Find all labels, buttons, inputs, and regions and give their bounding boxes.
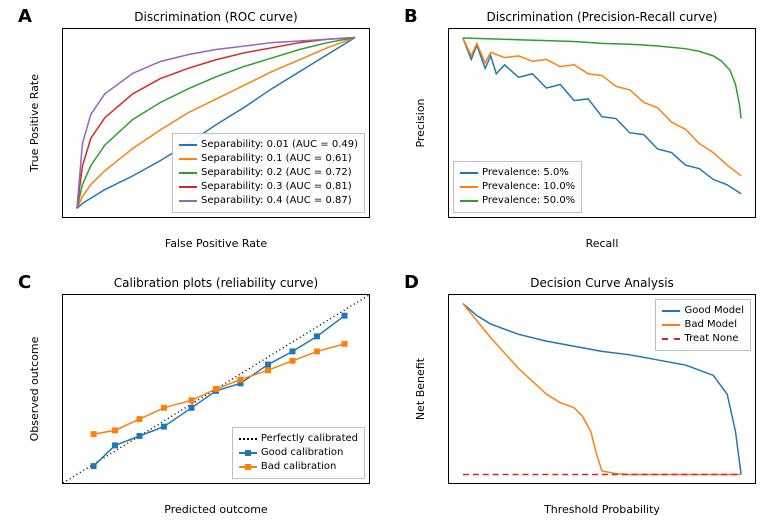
legend-label: Bad calibration [261,460,336,474]
panel-b-xlabel: Recall [448,237,756,250]
panel-d-xlabel: Threshold Probability [448,503,756,516]
panel-a-xlabel: False Positive Rate [62,237,370,250]
legend-swatch [179,186,197,188]
legend-swatch [239,463,257,471]
legend-row: Prevalence: 5.0% [460,166,575,180]
legend-row: Separability: 0.4 (AUC = 0.87) [179,194,358,208]
legend-swatch [662,310,680,312]
panel-a-letter: A [18,6,32,27]
legend-label: Separability: 0.4 (AUC = 0.87) [201,194,352,208]
legend-label: Separability: 0.1 (AUC = 0.61) [201,152,352,166]
panel-c-legend: Perfectly calibratedGood calibrationBad … [232,427,365,479]
legend-row: Bad Model [662,318,744,332]
legend-row: Treat None [662,332,744,346]
legend-label: Prevalence: 5.0% [482,166,569,180]
legend-label: Perfectly calibrated [261,432,358,446]
legend-row: Perfectly calibrated [239,432,358,446]
legend-row: Prevalence: 10.0% [460,180,575,194]
legend-swatch [460,200,478,202]
panel-a-title: Discrimination (ROC curve) [62,10,370,24]
legend-swatch [239,449,257,457]
panel-d-title: Decision Curve Analysis [448,276,756,290]
legend-label: Separability: 0.3 (AUC = 0.81) [201,180,352,194]
legend-label: Bad Model [684,318,737,332]
panel-d-plot: Good ModelBad ModelTreat None 0.00.20.40… [448,294,756,484]
legend-label: Separability: 0.01 (AUC = 0.49) [201,138,358,152]
legend-row: Bad calibration [239,460,358,474]
legend-swatch [179,144,197,146]
panel-c-ylabel: Observed outcome [28,294,41,484]
panel-b-plot: Prevalence: 5.0%Prevalence: 10.0%Prevale… [448,28,756,218]
panel-c: Calibration plots (reliability curve) Pr… [62,294,370,484]
legend-row: Separability: 0.2 (AUC = 0.72) [179,166,358,180]
legend-label: Treat None [684,332,738,346]
panel-c-xlabel: Predicted outcome [62,503,370,516]
panel-b-legend: Prevalence: 5.0%Prevalence: 10.0%Prevale… [453,161,582,213]
panel-b-ylabel: Precision [414,28,427,218]
legend-swatch [179,200,197,202]
panel-a-ylabel: True Positive Rate [28,28,41,218]
panel-c-title: Calibration plots (reliability curve) [62,276,370,290]
panel-d-ylabel: Net Benefit [414,294,427,484]
legend-row: Prevalence: 50.0% [460,194,575,208]
legend-swatch [239,438,257,440]
panel-d-legend: Good ModelBad ModelTreat None [655,299,751,351]
legend-label: Good Model [684,304,744,318]
panel-b: Discrimination (Precision-Recall curve) … [448,28,756,218]
legend-row: Good calibration [239,446,358,460]
panel-c-plot: Perfectly calibratedGood calibrationBad … [62,294,370,484]
legend-swatch [179,172,197,174]
legend-label: Prevalence: 50.0% [482,194,575,208]
legend-row: Separability: 0.1 (AUC = 0.61) [179,152,358,166]
panel-d-letter: D [404,272,419,293]
legend-swatch [460,186,478,188]
legend-label: Prevalence: 10.0% [482,180,575,194]
legend-swatch [460,172,478,174]
panel-a: Discrimination (ROC curve) False Positiv… [62,28,370,218]
legend-label: Separability: 0.2 (AUC = 0.72) [201,166,352,180]
figure: Discrimination (ROC curve) False Positiv… [0,0,780,524]
legend-row: Separability: 0.3 (AUC = 0.81) [179,180,358,194]
legend-swatch [662,324,680,326]
panel-d: Decision Curve Analysis Threshold Probab… [448,294,756,484]
panel-a-legend: Separability: 0.01 (AUC = 0.49)Separabil… [172,133,365,213]
panel-b-title: Discrimination (Precision-Recall curve) [448,10,756,24]
legend-swatch [662,338,680,340]
legend-row: Good Model [662,304,744,318]
panel-c-letter: C [18,272,31,293]
legend-swatch [179,158,197,160]
panel-a-plot: Separability: 0.01 (AUC = 0.49)Separabil… [62,28,370,218]
legend-row: Separability: 0.01 (AUC = 0.49) [179,138,358,152]
legend-label: Good calibration [261,446,343,460]
panel-b-letter: B [404,6,418,27]
